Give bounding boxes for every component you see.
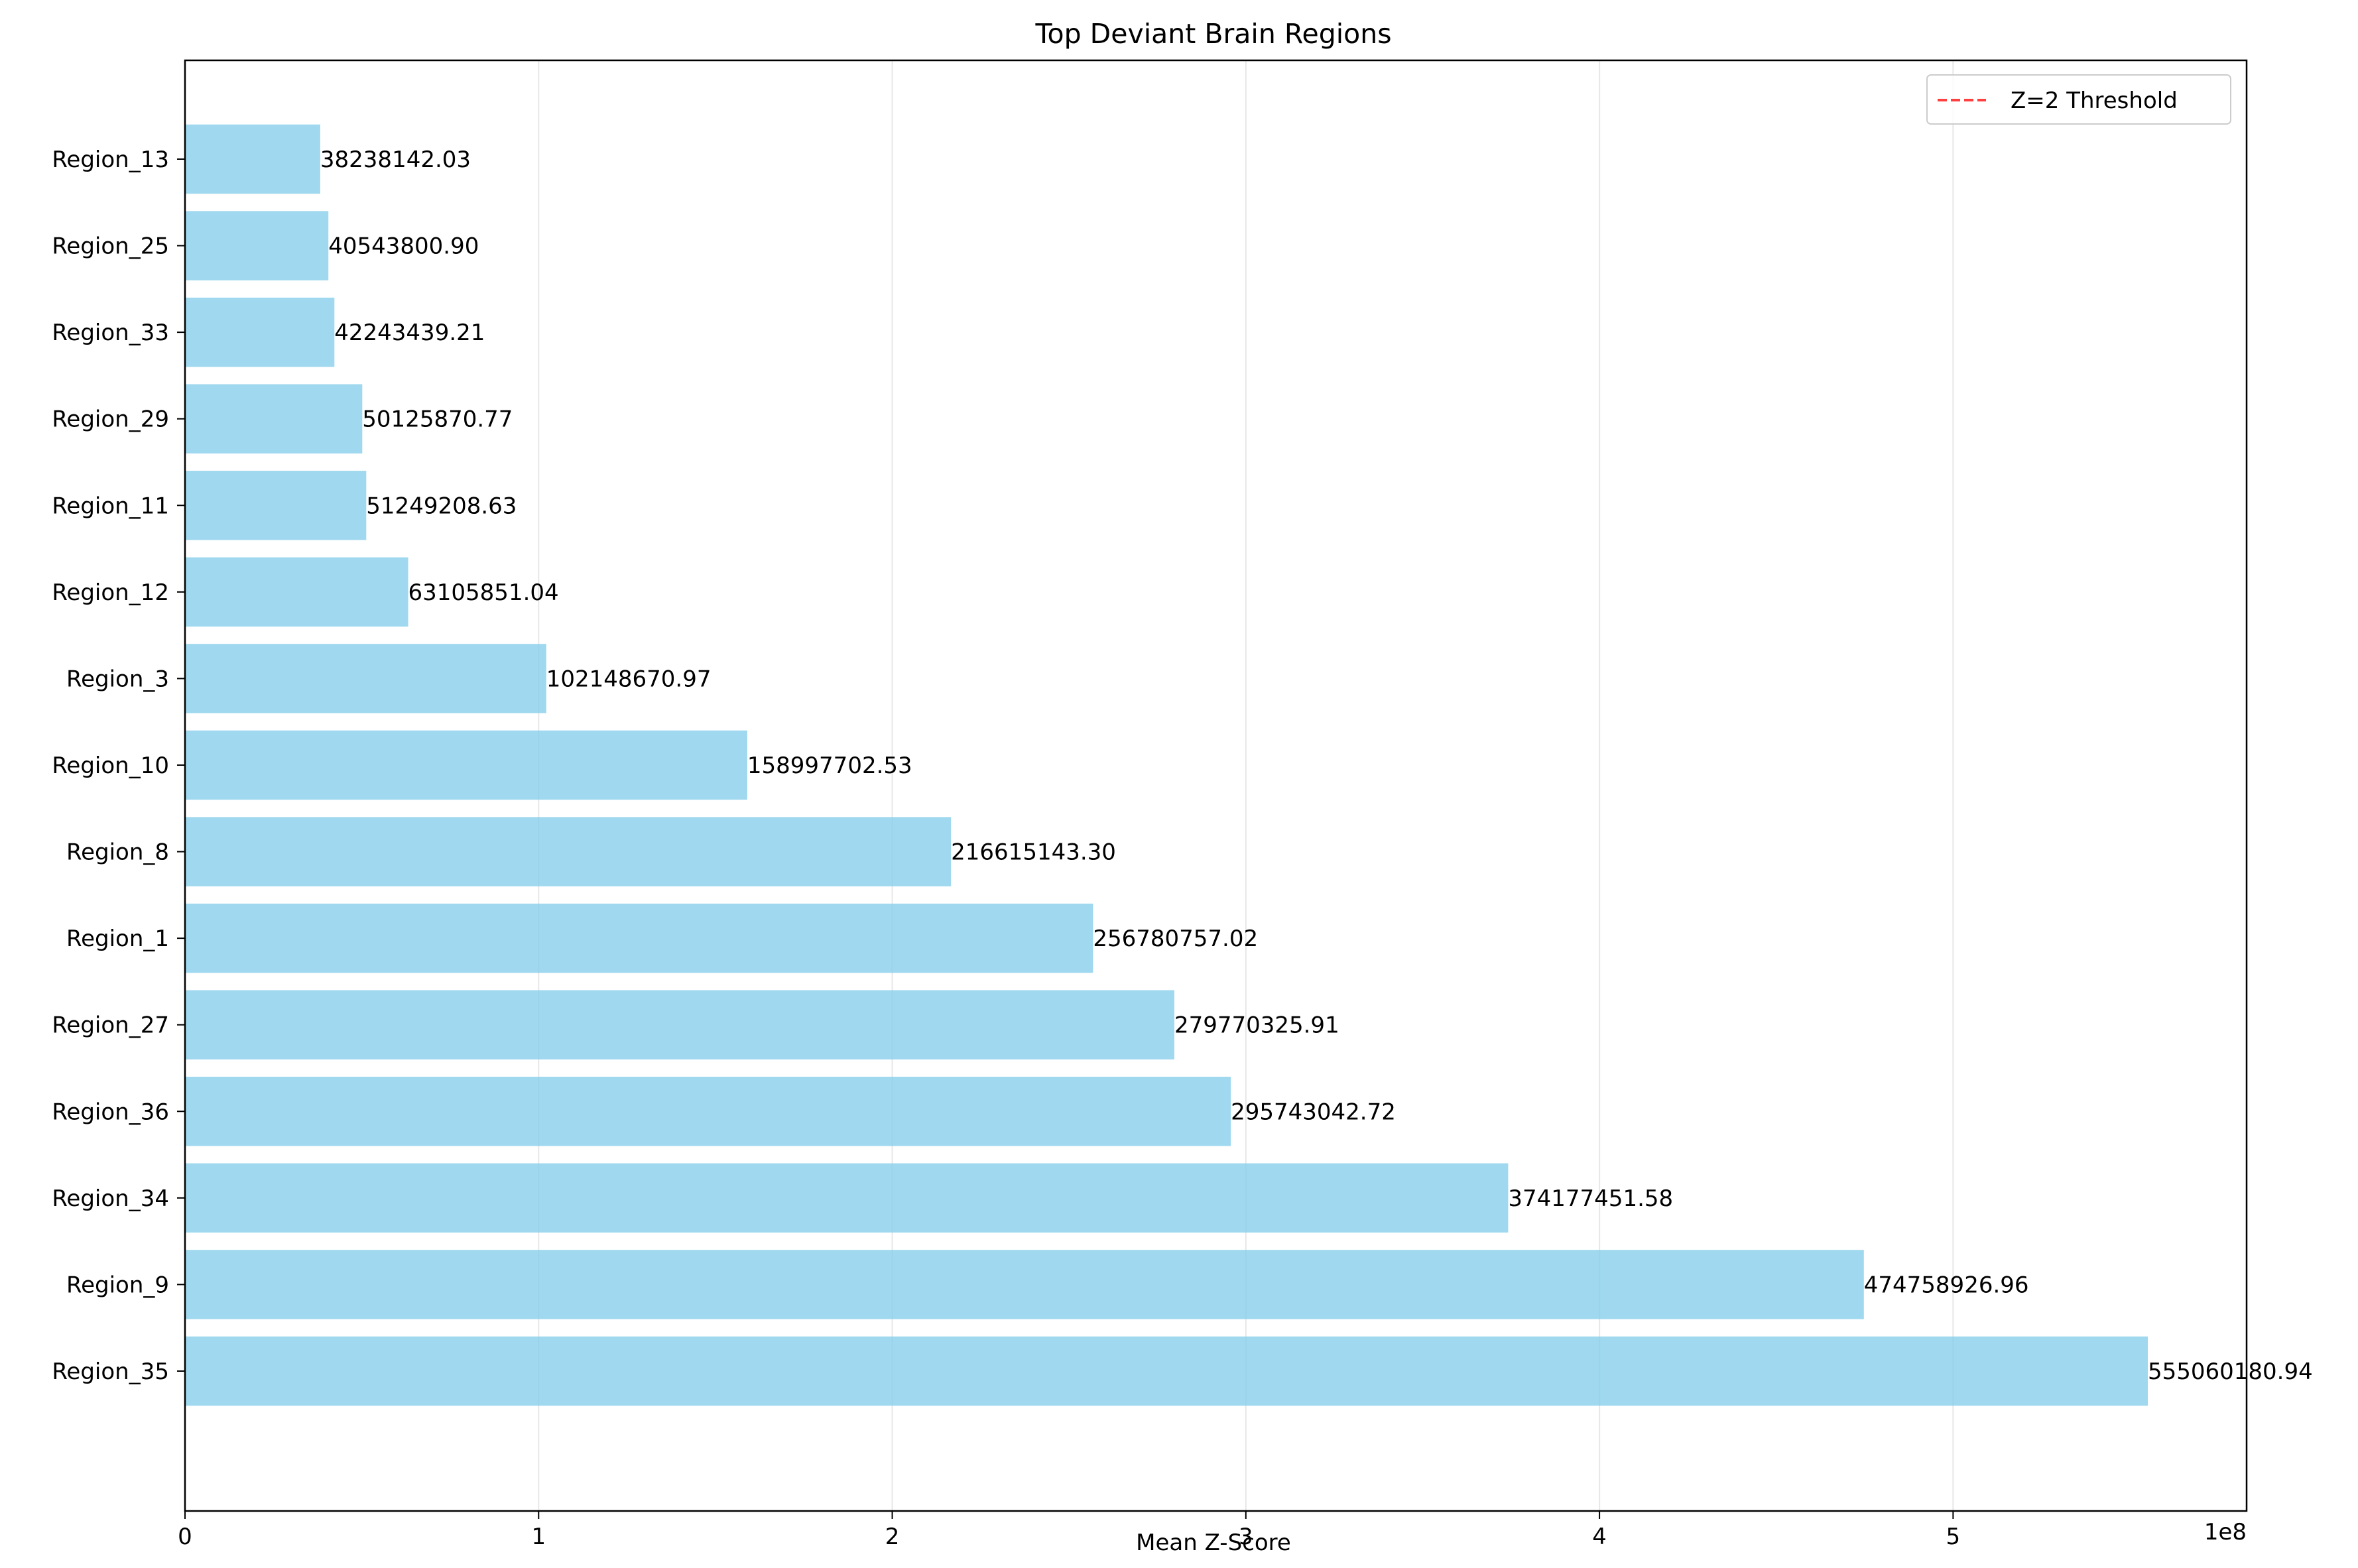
y-tick-label: Region_8 xyxy=(66,839,169,866)
plot-area-frame xyxy=(184,59,2248,1512)
bar-value-label: 216615143.30 xyxy=(951,839,1116,866)
y-tick-label: Region_27 xyxy=(52,1012,169,1039)
bar-value-label: 40543800.90 xyxy=(328,233,479,260)
x-axis-offset-label: 1e8 xyxy=(2204,1519,2247,1545)
bar xyxy=(185,990,1174,1059)
x-tick-label: 3 xyxy=(1239,1524,1253,1550)
bar-value-label: 102148670.97 xyxy=(546,666,712,692)
bar xyxy=(185,1077,1231,1146)
bar-value-label: 555060180.94 xyxy=(2148,1358,2313,1385)
bar-value-label: 42243439.21 xyxy=(334,320,485,346)
bar-value-label: 51249208.63 xyxy=(366,493,517,519)
bar xyxy=(185,557,408,627)
bar-value-label: 279770325.91 xyxy=(1174,1012,1339,1039)
y-tick-label: Region_35 xyxy=(52,1358,169,1385)
bar xyxy=(185,730,747,800)
y-tick-label: Region_33 xyxy=(52,320,169,346)
y-tick-label: Region_34 xyxy=(52,1185,169,1212)
bar xyxy=(185,124,320,194)
bar-value-label: 295743042.72 xyxy=(1231,1099,1396,1125)
y-tick-label: Region_36 xyxy=(52,1099,169,1125)
bar xyxy=(185,903,1093,973)
bar-value-label: 38238142.03 xyxy=(320,147,471,173)
y-tick-label: Region_10 xyxy=(52,753,169,779)
chart-title: Top Deviant Brain Regions xyxy=(1034,18,1391,50)
y-tick-label: Region_12 xyxy=(52,579,169,606)
bars xyxy=(185,124,2148,1406)
bar-value-label: 374177451.58 xyxy=(1508,1185,1673,1212)
bar xyxy=(185,1163,1509,1233)
x-axis-ticks: 0 1 2 3 4 5 xyxy=(178,1511,1960,1550)
y-tick-label: Region_1 xyxy=(66,926,169,952)
bar xyxy=(185,297,335,367)
y-tick-label: Region_9 xyxy=(66,1272,169,1298)
bar xyxy=(185,644,546,713)
bar-value-label: 256780757.02 xyxy=(1093,926,1258,952)
bar xyxy=(185,817,952,886)
y-tick-label: Region_11 xyxy=(52,493,169,519)
legend-label-threshold: Z=2 Threshold xyxy=(2011,88,2178,114)
x-tick-label: 1 xyxy=(531,1524,546,1550)
bar xyxy=(185,211,329,280)
y-tick-label: Region_25 xyxy=(52,233,169,260)
data-labels: 38238142.03 40543800.90 42243439.21 5012587… xyxy=(320,147,2313,1385)
x-axis-label: Mean Z-Score xyxy=(1136,1530,1291,1556)
bar-value-label: 474758926.96 xyxy=(1864,1272,2029,1298)
bar-value-label: 63105851.04 xyxy=(408,579,559,606)
x-tick-label: 2 xyxy=(885,1524,900,1550)
x-tick-label: 5 xyxy=(1946,1524,1961,1550)
x-tick-label: 4 xyxy=(1592,1524,1607,1550)
bar xyxy=(185,384,363,453)
y-tick-label: Region_29 xyxy=(52,406,169,433)
bar xyxy=(185,1336,2148,1406)
legend: Z=2 Threshold xyxy=(1926,74,2231,125)
bar xyxy=(185,471,367,540)
bar-value-label: 50125870.77 xyxy=(362,406,513,433)
y-tick-label: Region_3 xyxy=(66,666,169,692)
x-tick-label: 0 xyxy=(178,1524,192,1550)
bar xyxy=(185,1250,1864,1319)
legend-box xyxy=(1926,74,2231,125)
y-tick-label: Region_13 xyxy=(52,147,169,173)
y-axis-ticks: Region_13 Region_25 Region_33 Region_29 Regi… xyxy=(52,147,185,1385)
bar-value-label: 158997702.53 xyxy=(747,753,912,779)
